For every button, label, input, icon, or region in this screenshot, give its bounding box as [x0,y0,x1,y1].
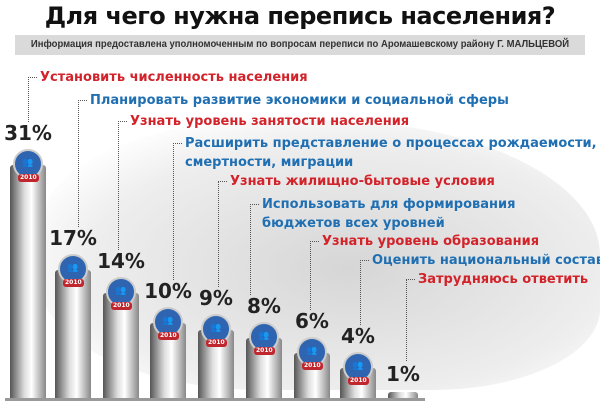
bar [388,392,418,398]
value-label: 8% [247,293,281,318]
category-label: Установить численность населения [40,70,308,85]
leader-line [360,260,369,325]
chart-title: Для чего нужна перепись населения? [44,2,556,30]
value-label: 10% [144,278,192,303]
category-label: Использовать для формирования бюджетов в… [262,197,516,231]
census-logo-icon: 👥 2010 [13,149,43,182]
value-label: 4% [341,323,375,348]
category-label: Узнать уровень образования [322,234,540,249]
logo-year: 2010 [254,346,275,355]
logo-year: 2010 [63,279,84,288]
leader-line [78,100,87,228]
leader-line [218,181,227,288]
leader-line [406,279,415,361]
category-label: Затрудняюсь ответить [418,272,589,287]
census-logo-icon: 👥 2010 [58,254,88,288]
census-logo-icon: 👥 2010 [106,276,136,310]
bar [10,165,46,398]
leader-line [173,143,182,280]
value-label: 6% [295,308,329,333]
logo-year: 2010 [158,331,179,340]
leader-line [250,204,259,295]
value-label: 17% [49,226,97,251]
logo-year: 2010 [206,339,227,348]
logo-year: 2010 [18,174,39,182]
category-label: Узнать уровень занятости населения [130,114,410,129]
chart-subtitle: Информация предоставлена уполномоченным … [15,35,585,55]
leader-line [310,241,319,310]
category-label: Расширить представление о процессах рожд… [185,136,597,170]
census-logo-icon: 👥 2010 [201,314,231,348]
logo-year: 2010 [348,376,369,385]
census-logo-icon: 👥 2010 [297,336,327,370]
bar [103,292,139,398]
census-logo-icon: 👥 2010 [343,351,373,385]
value-label: 1% [386,362,420,386]
value-label: 9% [199,286,233,311]
census-logo-icon: 👥 2010 [249,321,279,355]
category-label: Планировать развитие экономики и социаль… [90,93,509,108]
value-label: 14% [97,248,145,273]
category-label: Оценить национальный состав [372,253,600,268]
baseline [5,398,425,401]
leader-line [118,121,127,250]
value-label: 31% [4,121,52,145]
census-logo-icon: 👥 2010 [153,306,183,340]
leader-line [28,77,37,122]
logo-year: 2010 [111,301,132,310]
logo-year: 2010 [302,361,323,370]
category-label: Узнать жилищно-бытовые условия [230,174,495,189]
bar [55,270,91,398]
